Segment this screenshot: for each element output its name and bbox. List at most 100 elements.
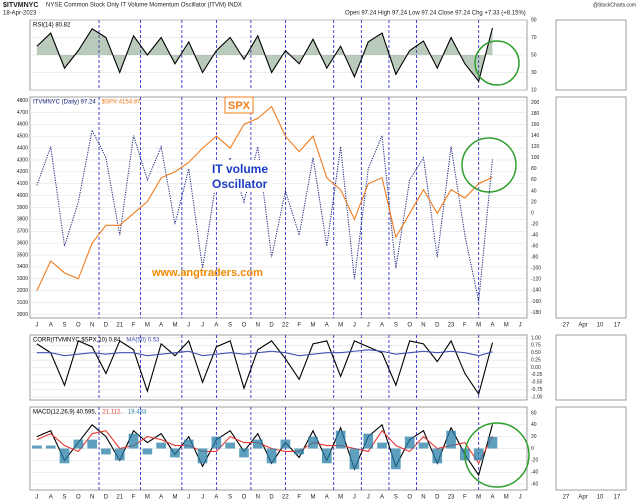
side-frame xyxy=(555,96,627,319)
histogram-bar xyxy=(294,448,305,455)
y-tick-label: 0.50 xyxy=(531,350,541,356)
series-line xyxy=(36,349,493,357)
x-tick-label: A xyxy=(325,323,329,329)
y-tick-label: -40 xyxy=(531,470,538,476)
y2-tick-label: -40 xyxy=(531,232,538,238)
x-tick-label: M xyxy=(145,323,150,329)
histogram-bar xyxy=(321,448,332,464)
y-tick-label: 10 xyxy=(531,87,537,93)
x-tick-label: F xyxy=(132,323,136,329)
histogram-bar xyxy=(363,433,374,449)
histogram-bar xyxy=(225,442,236,449)
y2-tick-label: 0 xyxy=(531,210,534,216)
x-tick-label: 23 xyxy=(448,495,455,501)
x-tick-label: A xyxy=(159,495,163,501)
y2-tick-label: -60 xyxy=(531,244,538,250)
y-tick-label: 4300 xyxy=(17,157,28,163)
y-tick-label: 0.00 xyxy=(531,365,541,371)
y-tick-label: 50 xyxy=(531,52,537,58)
y-tick-label: -0.25 xyxy=(531,372,543,378)
x-tick-label: F xyxy=(297,323,301,329)
side-x-label: Apr xyxy=(578,323,587,329)
y2-tick-label: -120 xyxy=(531,277,541,283)
x-tick-label: M xyxy=(145,495,150,501)
y-tick-label: 3400 xyxy=(17,264,28,270)
x-tick-label: M xyxy=(338,495,343,501)
x-tick-label: N xyxy=(90,495,94,501)
y-tick-label: 4100 xyxy=(17,181,28,187)
x-tick-label: D xyxy=(269,495,274,501)
x-tick-label: N xyxy=(421,495,425,501)
x-tick-label: S xyxy=(63,323,67,329)
y-tick-label: 4400 xyxy=(17,145,28,151)
x-tick-label: 22 xyxy=(282,495,289,501)
histogram-bar xyxy=(266,448,277,464)
x-tick-label: N xyxy=(256,323,260,329)
legend-label: CORR(ITVMNYC,$SPX,10) 0.84 xyxy=(33,338,121,344)
y-tick-label: 4600 xyxy=(17,122,28,128)
histogram-bar xyxy=(211,436,222,449)
x-tick-label: 21 xyxy=(116,495,123,501)
y2-tick-label: 200 xyxy=(531,100,540,106)
histogram-bar xyxy=(101,448,111,455)
y-tick-label: 0.75 xyxy=(531,343,541,349)
y2-tick-label: -20 xyxy=(531,221,538,227)
x-tick-label: O xyxy=(242,495,247,501)
side-x-label: Apr xyxy=(578,495,587,501)
y-tick-label: 0 xyxy=(531,446,534,452)
x-tick-label: D xyxy=(104,495,109,501)
side-x-label: 17 xyxy=(614,495,621,501)
y2-tick-label: 100 xyxy=(531,155,540,161)
y2-tick-label: 120 xyxy=(531,144,540,150)
y2-tick-label: 140 xyxy=(531,133,540,139)
x-tick-label: M xyxy=(476,323,481,329)
highlight-circle xyxy=(474,40,520,86)
y-tick-label: 3600 xyxy=(17,240,28,246)
legend-label: ITVMNYC (Daily) 97.24 xyxy=(33,100,96,106)
y2-tick-label: -80 xyxy=(531,255,538,261)
x-tick-label: A xyxy=(490,323,494,329)
annotation-box xyxy=(224,96,254,114)
annotation: IT volume xyxy=(212,162,268,176)
x-tick-label: A xyxy=(380,323,384,329)
x-tick-label: F xyxy=(463,323,467,329)
x-tick-label: A xyxy=(159,323,163,329)
x-tick-label: M xyxy=(476,495,481,501)
y2-tick-label: 160 xyxy=(531,122,540,128)
y2-tick-label: 80 xyxy=(531,166,537,172)
x-tick-label: M xyxy=(311,323,316,329)
legend-label: MACD(12,26,9) 40.595, xyxy=(33,410,97,416)
y-tick-label: -1.00 xyxy=(531,394,543,400)
series-line xyxy=(36,423,494,477)
y-tick-label: 30 xyxy=(531,70,537,76)
symbol: $ITVMNYC xyxy=(3,2,38,9)
x-tick-label: F xyxy=(132,495,136,501)
y-tick-label: 60 xyxy=(531,410,537,416)
histogram-bar xyxy=(377,442,387,449)
side-frame xyxy=(555,406,627,491)
x-tick-label: J xyxy=(367,495,370,501)
y-tick-label: -60 xyxy=(531,481,538,487)
x-tick-label: F xyxy=(297,495,301,501)
x-tick-label: 21 xyxy=(116,323,123,329)
histogram-bar xyxy=(239,448,249,458)
legend-label: MA(50) 0.53 xyxy=(126,338,160,344)
x-tick-label: S xyxy=(228,323,232,329)
credit: @StockCharts.com xyxy=(593,2,636,8)
y-tick-label: 4500 xyxy=(17,134,28,140)
annotation: www.angtraders.com xyxy=(151,267,263,279)
x-tick-label: J xyxy=(353,495,356,501)
x-tick-label: O xyxy=(407,495,412,501)
side-x-label: 27 xyxy=(563,323,570,329)
histogram-bar xyxy=(114,448,125,461)
histogram-bar xyxy=(446,430,456,449)
x-tick-label: N xyxy=(421,323,425,329)
series-line xyxy=(36,128,493,302)
y-tick-label: 4700 xyxy=(17,110,28,116)
x-tick-label: S xyxy=(63,495,67,501)
histogram-bar xyxy=(252,439,263,449)
x-tick-label: M xyxy=(172,323,177,329)
x-tick-label: M xyxy=(504,323,509,329)
